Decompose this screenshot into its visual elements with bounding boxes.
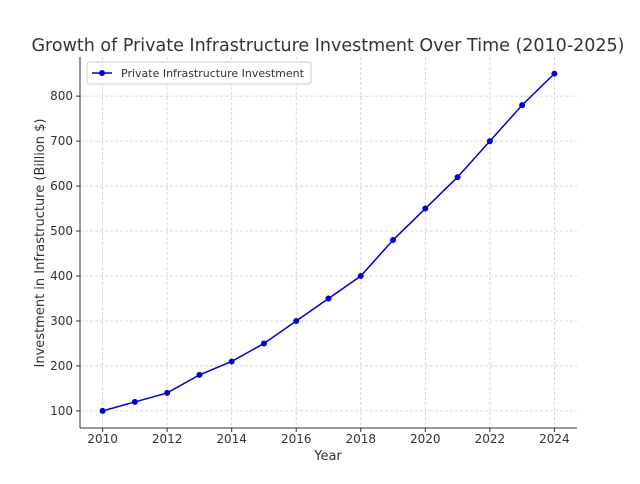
data-point-2010 [99, 407, 106, 414]
data-point-2019 [390, 237, 397, 244]
legend-label: Private Infrastructure Investment [121, 67, 305, 80]
data-point-2020 [422, 205, 429, 212]
data-point-2022 [486, 138, 493, 145]
y-tick-label-300: 300 [50, 314, 73, 328]
y-tick-label-600: 600 [50, 179, 73, 193]
x-tick-label-2012: 2012 [152, 432, 183, 446]
x-tick-label-2010: 2010 [87, 432, 118, 446]
data-point-2012 [164, 389, 171, 396]
grid-lines [80, 57, 577, 428]
y-tick-label-400: 400 [50, 269, 73, 283]
series-layer [99, 70, 558, 414]
y-tick-label-200: 200 [50, 359, 73, 373]
data-point-2023 [519, 102, 526, 109]
data-point-2013 [196, 371, 203, 378]
data-point-2017 [325, 295, 332, 302]
data-point-2021 [454, 174, 461, 181]
x-tick-label-2024: 2024 [539, 432, 570, 446]
y-tick-label-700: 700 [50, 134, 73, 148]
data-point-2014 [228, 358, 235, 365]
data-point-2011 [131, 398, 138, 405]
x-tick-label-2020: 2020 [410, 432, 441, 446]
x-axis-ticks: 2010 2012 2014 2016 2018 2020 2022 2024 [87, 428, 570, 446]
y-tick-label-100: 100 [50, 404, 73, 418]
x-tick-label-2014: 2014 [216, 432, 247, 446]
legend-marker-swatch [99, 70, 105, 76]
legend-box [86, 61, 312, 85]
y-axis-label: Investment in Infrastructure (Billion $) [33, 119, 48, 368]
series-line-0 [102, 73, 555, 412]
data-point-2024 [551, 70, 558, 77]
axes [79, 57, 577, 429]
y-axis-ticks: 100 200 300 400 500 600 700 800 [50, 89, 80, 418]
x-axis-label: Year [313, 449, 342, 464]
y-tick-label-500: 500 [50, 224, 73, 238]
x-tick-label-2022: 2022 [475, 432, 506, 446]
x-tick-label-2016: 2016 [281, 432, 312, 446]
data-point-2015 [260, 340, 267, 347]
x-tick-label-2018: 2018 [345, 432, 376, 446]
y-tick-label-800: 800 [50, 89, 73, 103]
chart-title: Growth of Private Infrastructure Investm… [32, 36, 625, 56]
data-point-2016 [293, 317, 300, 324]
data-point-2018 [357, 273, 364, 280]
legend: Private Infrastructure Investment [86, 61, 312, 85]
